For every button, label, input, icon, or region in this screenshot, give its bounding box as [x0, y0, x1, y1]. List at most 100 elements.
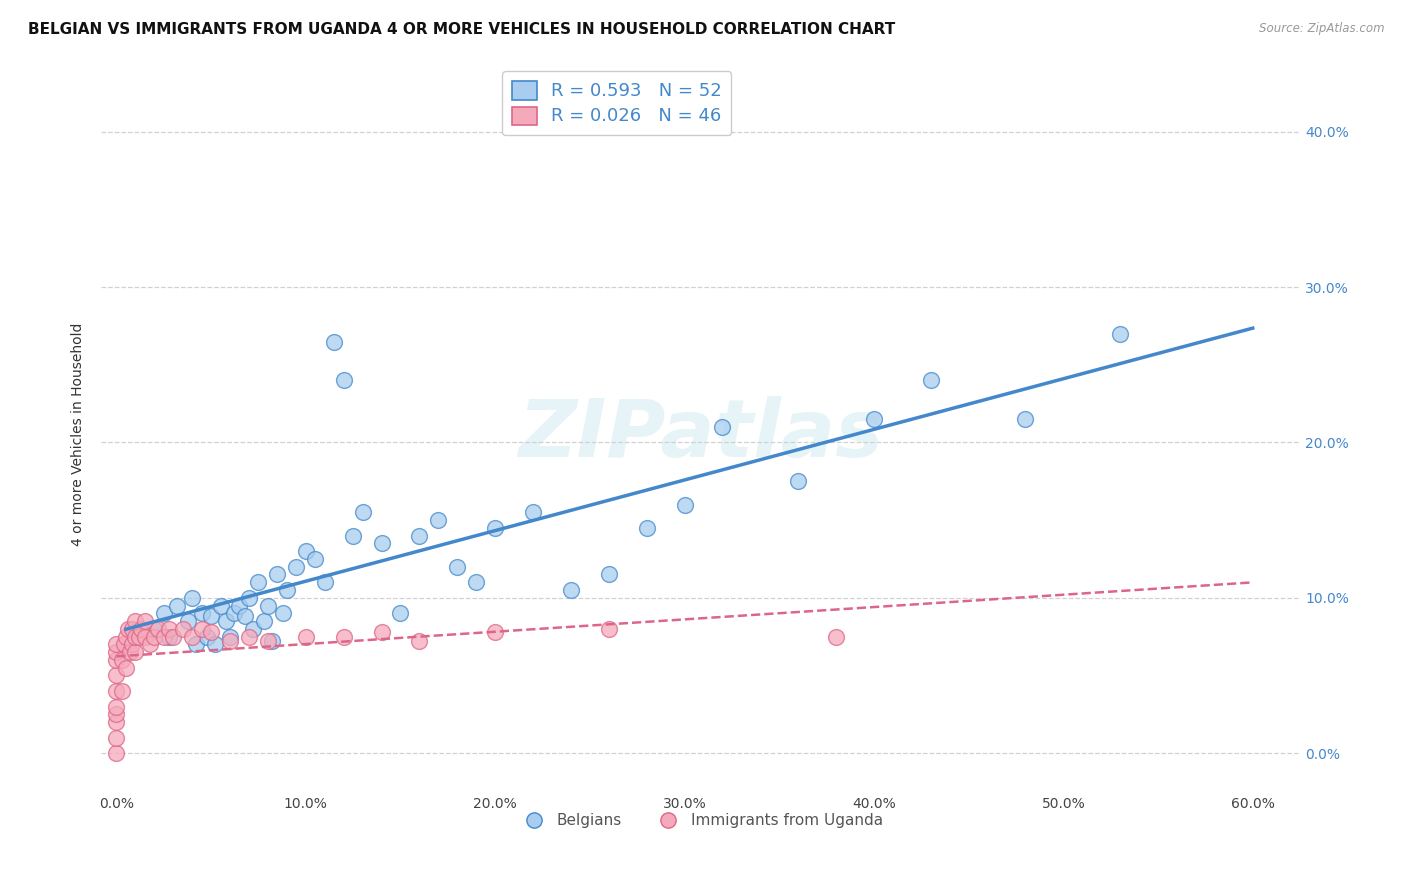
Point — [484, 521, 506, 535]
Point — [1109, 326, 1132, 341]
Point — [332, 630, 354, 644]
Point — [215, 614, 238, 628]
Point — [408, 634, 430, 648]
Point — [332, 373, 354, 387]
Point — [162, 630, 184, 644]
Point — [105, 746, 128, 760]
Point — [598, 567, 620, 582]
Point — [114, 661, 136, 675]
Point — [134, 614, 156, 628]
Point — [636, 521, 658, 535]
Point — [118, 645, 141, 659]
Point — [111, 684, 134, 698]
Point — [285, 559, 308, 574]
Point — [105, 645, 128, 659]
Point — [105, 731, 128, 745]
Point — [124, 614, 146, 628]
Point — [323, 334, 346, 349]
Point — [209, 599, 232, 613]
Point — [195, 630, 218, 644]
Point — [190, 622, 212, 636]
Point — [484, 624, 506, 639]
Point — [105, 707, 128, 722]
Point — [242, 622, 264, 636]
Point — [181, 591, 204, 605]
Point — [114, 630, 136, 644]
Point — [112, 637, 135, 651]
Point — [121, 622, 143, 636]
Point — [157, 630, 180, 644]
Point — [314, 575, 336, 590]
Point — [294, 544, 316, 558]
Point — [238, 591, 260, 605]
Y-axis label: 4 or more Vehicles in Household: 4 or more Vehicles in Household — [72, 323, 86, 547]
Point — [260, 634, 283, 648]
Point — [200, 609, 222, 624]
Point — [673, 498, 696, 512]
Point — [105, 684, 128, 698]
Point — [257, 634, 280, 648]
Point — [184, 637, 207, 651]
Point — [253, 614, 276, 628]
Point — [920, 373, 942, 387]
Point — [124, 645, 146, 659]
Point — [105, 637, 128, 651]
Point — [177, 614, 200, 628]
Point — [134, 630, 156, 644]
Point — [247, 575, 270, 590]
Point — [181, 630, 204, 644]
Point — [522, 505, 544, 519]
Point — [219, 634, 242, 648]
Point — [143, 622, 166, 636]
Point — [117, 622, 139, 636]
Legend: Belgians, Immigrants from Uganda: Belgians, Immigrants from Uganda — [512, 807, 889, 834]
Point — [105, 668, 128, 682]
Point — [465, 575, 488, 590]
Point — [304, 552, 326, 566]
Point — [787, 475, 810, 489]
Point — [111, 653, 134, 667]
Point — [294, 630, 316, 644]
Point — [129, 622, 152, 636]
Point — [257, 599, 280, 613]
Point — [204, 637, 226, 651]
Point — [863, 412, 886, 426]
Point — [128, 630, 150, 644]
Point — [1014, 412, 1036, 426]
Point — [172, 622, 194, 636]
Point — [370, 624, 392, 639]
Point — [560, 582, 582, 597]
Text: BELGIAN VS IMMIGRANTS FROM UGANDA 4 OR MORE VEHICLES IN HOUSEHOLD CORRELATION CH: BELGIAN VS IMMIGRANTS FROM UGANDA 4 OR M… — [28, 22, 896, 37]
Point — [146, 622, 169, 636]
Point — [105, 699, 128, 714]
Point — [124, 630, 146, 644]
Point — [598, 622, 620, 636]
Point — [152, 607, 174, 621]
Point — [408, 529, 430, 543]
Point — [139, 637, 162, 651]
Point — [143, 630, 166, 644]
Point — [352, 505, 374, 519]
Text: Source: ZipAtlas.com: Source: ZipAtlas.com — [1260, 22, 1385, 36]
Point — [228, 599, 250, 613]
Point — [389, 607, 412, 621]
Point — [200, 624, 222, 639]
Text: ZIPatlas: ZIPatlas — [519, 396, 883, 474]
Point — [271, 607, 294, 621]
Point — [825, 630, 848, 644]
Point — [276, 582, 298, 597]
Point — [190, 607, 212, 621]
Point — [238, 630, 260, 644]
Point — [105, 714, 128, 729]
Point — [370, 536, 392, 550]
Point — [152, 630, 174, 644]
Point — [219, 630, 242, 644]
Point — [233, 609, 256, 624]
Point — [266, 567, 288, 582]
Point — [711, 420, 734, 434]
Point — [427, 513, 450, 527]
Point — [105, 653, 128, 667]
Point — [342, 529, 364, 543]
Point — [446, 559, 468, 574]
Point — [222, 607, 245, 621]
